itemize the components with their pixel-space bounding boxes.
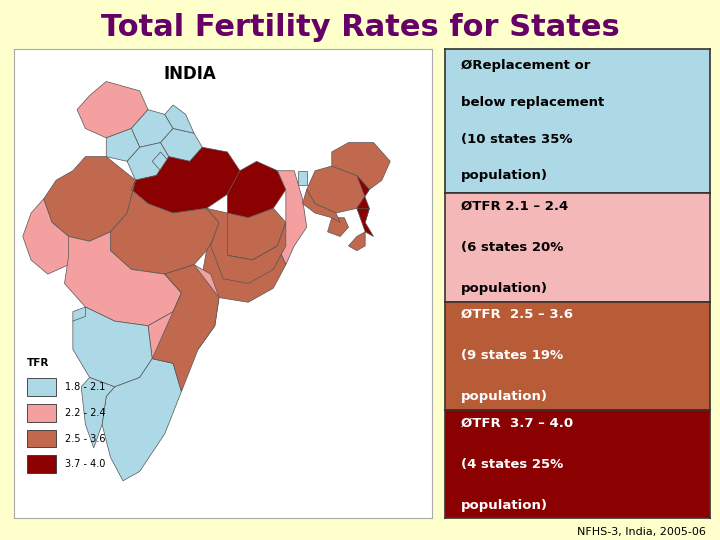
Text: INDIA: INDIA	[163, 65, 216, 83]
Polygon shape	[107, 129, 140, 161]
Polygon shape	[302, 190, 340, 222]
Text: (9 states 19%: (9 states 19%	[461, 349, 563, 362]
Polygon shape	[348, 232, 365, 251]
Polygon shape	[165, 105, 194, 133]
Polygon shape	[152, 265, 219, 392]
Polygon shape	[357, 176, 369, 222]
Polygon shape	[23, 199, 81, 274]
Polygon shape	[202, 237, 286, 302]
Polygon shape	[73, 307, 86, 321]
Text: ØTFR 2.1 – 2.4: ØTFR 2.1 – 2.4	[461, 200, 568, 213]
Text: population): population)	[461, 282, 548, 295]
Polygon shape	[127, 143, 169, 180]
Polygon shape	[152, 152, 169, 171]
Polygon shape	[73, 307, 152, 387]
Text: population): population)	[461, 170, 548, 183]
Polygon shape	[207, 208, 286, 284]
Polygon shape	[307, 166, 369, 213]
Polygon shape	[161, 129, 202, 161]
Polygon shape	[81, 377, 114, 448]
Polygon shape	[357, 208, 374, 237]
Text: 2.2 - 2.4: 2.2 - 2.4	[65, 408, 105, 418]
Text: (4 states 25%: (4 states 25%	[461, 458, 563, 471]
Polygon shape	[65, 232, 181, 326]
Polygon shape	[277, 171, 307, 265]
Polygon shape	[102, 359, 181, 481]
Polygon shape	[298, 171, 307, 185]
Text: population): population)	[461, 499, 548, 512]
Text: (10 states 35%: (10 states 35%	[461, 133, 572, 146]
Text: 1.8 - 2.1: 1.8 - 2.1	[65, 382, 105, 392]
Polygon shape	[228, 161, 286, 218]
FancyBboxPatch shape	[27, 430, 56, 448]
Polygon shape	[328, 218, 348, 237]
Text: below replacement: below replacement	[461, 96, 604, 109]
Polygon shape	[148, 265, 219, 363]
Text: ØTFR  2.5 – 3.6: ØTFR 2.5 – 3.6	[461, 308, 573, 321]
Text: TFR: TFR	[27, 358, 49, 368]
Text: 3.7 - 4.0: 3.7 - 4.0	[65, 460, 105, 469]
FancyBboxPatch shape	[27, 378, 56, 396]
Polygon shape	[77, 82, 148, 138]
Text: NFHS-3, India, 2005-06: NFHS-3, India, 2005-06	[577, 527, 706, 537]
Polygon shape	[215, 208, 286, 260]
Polygon shape	[332, 143, 390, 190]
Polygon shape	[131, 110, 173, 147]
Text: ØReplacement or: ØReplacement or	[461, 59, 590, 72]
FancyBboxPatch shape	[27, 455, 56, 473]
Text: Total Fertility Rates for States: Total Fertility Rates for States	[101, 14, 619, 43]
Polygon shape	[131, 147, 240, 213]
Polygon shape	[44, 157, 135, 241]
FancyBboxPatch shape	[27, 404, 56, 422]
Polygon shape	[110, 180, 219, 274]
Text: 2.5 - 3.6: 2.5 - 3.6	[65, 434, 105, 443]
Text: (6 states 20%: (6 states 20%	[461, 241, 563, 254]
Text: population): population)	[461, 390, 548, 403]
Text: ØTFR  3.7 – 4.0: ØTFR 3.7 – 4.0	[461, 416, 573, 429]
